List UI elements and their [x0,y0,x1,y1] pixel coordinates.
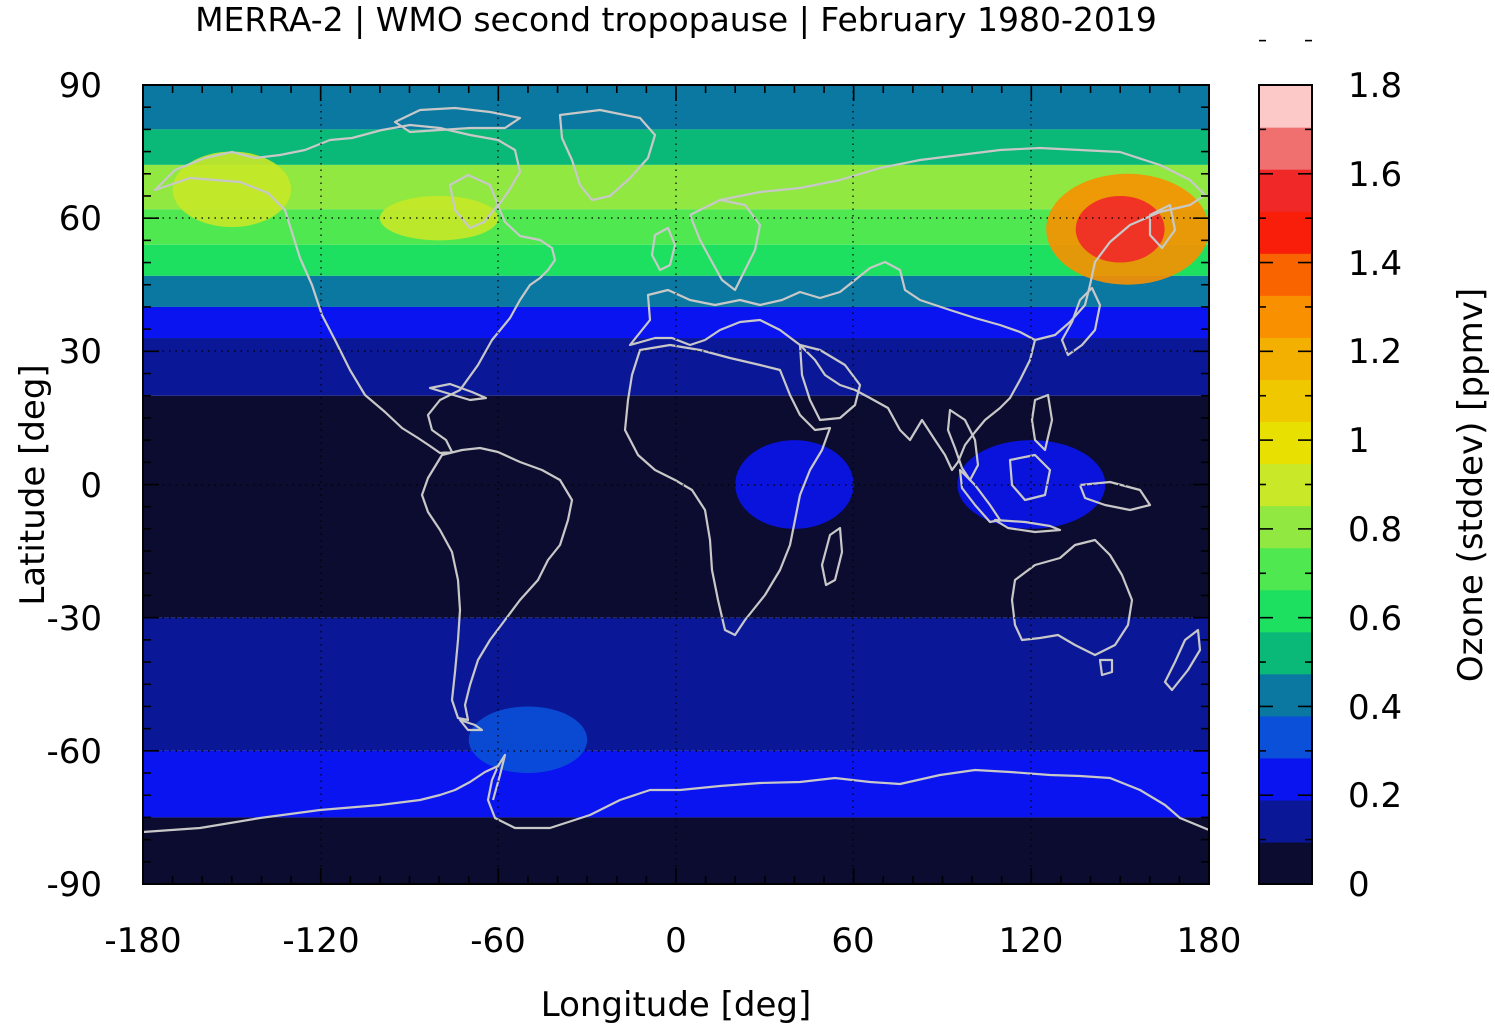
colorbar-blocks [1259,85,1312,885]
coastline-tasmania [1098,658,1114,677]
heatmap-band [143,338,1209,396]
colorbar-block [1259,127,1312,170]
coastline-tierra-del-fuego [458,718,484,732]
coastline-arctic-islands [393,106,522,134]
x-tick-label: 120 [999,921,1064,961]
y-tick-label: -90 [46,865,102,905]
coastline-java [993,518,1062,534]
colorbar-block [1259,631,1312,675]
x-tick-label: 0 [665,921,687,961]
colorbar-block [1259,337,1312,380]
coastline-borneo [1008,453,1052,502]
coastline-scandinavia [688,198,762,292]
coastline-new-guinea [1078,480,1152,512]
x-tick-label: -120 [282,921,359,961]
heatmap-region [172,151,292,228]
y-tick-label: 0 [80,466,102,506]
colorbar-block [1259,715,1312,759]
colorbar: 1.8 1.6 1.4 1.2 1 0.8 0.6 0.4 0.2 0 Ozon… [1258,39,1491,905]
coastline-africa [623,343,832,637]
y-tick-label: 60 [59,199,102,239]
colorbar-tick-label: 0.8 [1348,510,1402,550]
colorbar-tick-label: 0.4 [1348,688,1402,728]
colorbar-tick-labels: 1.8 1.6 1.4 1.2 1 0.8 0.6 0.4 0.2 0 [1348,66,1402,905]
colorbar-block [1259,211,1312,254]
colorbar-block [1259,253,1312,296]
x-tick-label: 60 [831,921,874,961]
x-tick-label: 180 [1177,921,1242,961]
colorbar-block [1259,841,1312,885]
x-axis-label: Longitude [deg] [541,985,812,1025]
coastline-north-america [153,123,557,455]
colorbar-tick-label: 1.8 [1348,66,1402,106]
coastline-kamchatka [1148,203,1177,250]
coastline-australia [1010,538,1134,657]
colorbar-tick-label: 1 [1348,421,1370,461]
coastline-madagascar [820,526,844,587]
colorbar-block [1259,589,1312,633]
heatmap-region [1075,195,1165,263]
coastline-antarctica [143,764,1209,834]
colorbar-block [1259,169,1312,212]
colorbar-tick-label: 1.4 [1348,244,1402,284]
heatmap-region [957,440,1106,529]
coastline-hudson-bay [448,173,500,230]
colorbar-tick-label: 1.2 [1348,332,1402,372]
heatmap-band [143,244,1209,276]
grid-lines [143,85,1209,884]
colorbar-block [1259,421,1312,465]
heatmap-band [143,129,1209,165]
coastline-philippines [1030,393,1054,452]
colorbar-tick-label: 0.2 [1348,776,1402,816]
colorbar-block [1259,295,1312,338]
map-plot-area [142,84,1210,885]
coastlines [143,106,1209,834]
heatmap-band [143,164,1209,210]
y-tick-label: 30 [59,332,102,372]
heatmap-region [379,195,499,241]
y-tick-label: -30 [46,599,102,639]
colorbar-block [1259,547,1312,591]
colorbar-block [1259,379,1312,423]
colorbar-frame [1258,84,1313,885]
coastline-cuba [428,382,488,402]
y-tick-label: -60 [46,732,102,772]
coastline-south-america [420,446,574,722]
colorbar-tick-label: 1.6 [1348,155,1402,195]
coastline-eurasia [628,260,1037,472]
x-tick-label: -180 [104,921,181,961]
y-tick-label: 90 [59,66,102,106]
coastline-arabia [798,343,862,422]
chart-title: MERRA-2 | WMO second tropopause | Februa… [195,0,1157,39]
coastline-antarctic-peninsula [491,753,507,801]
y-axis-label: Latitude [deg] [13,364,53,605]
y-tick-labels: 90 60 30 0 -30 -60 -90 [46,66,102,905]
colorbar-block [1259,757,1312,801]
colorbar-block [1259,463,1312,507]
colorbar-label: Ozone (stddev) [ppmv] [1451,288,1491,682]
x-tick-label: -60 [470,921,526,961]
colorbar-block [1259,673,1312,717]
coastline-uk [650,226,677,272]
x-tick-labels: -180 -120 -60 0 60 120 180 [104,921,1241,961]
colorbar-block [1259,85,1312,128]
coastline-greenland [558,108,657,202]
coastline-north-eurasia [689,146,1207,342]
colorbar-block [1259,799,1312,843]
coastline-new-zealand [1163,628,1202,692]
colorbar-tick-label: 0 [1348,865,1370,905]
heatmap-region [468,706,588,774]
plot-frame [142,84,1210,885]
coastline-japan [1060,286,1102,357]
colorbar-tick-label: 0.6 [1348,599,1402,639]
colorbar-block [1259,505,1312,549]
